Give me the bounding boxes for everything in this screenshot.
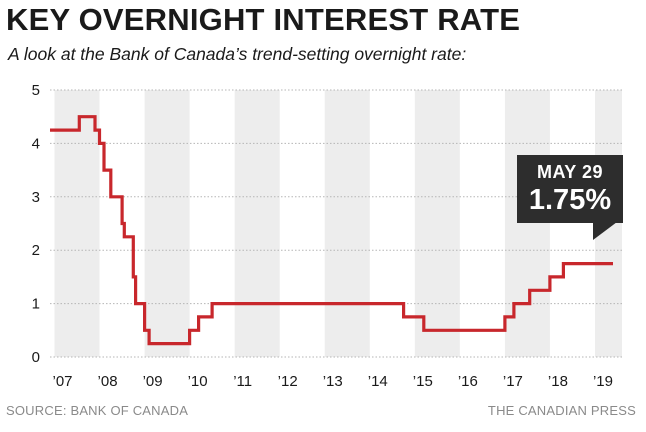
year-band (54, 90, 100, 357)
year-band (234, 90, 280, 357)
y-tick-label: 0 (32, 349, 40, 366)
x-tick-label: ’18 (548, 373, 568, 390)
x-tick-label: ’13 (323, 373, 343, 390)
credit-note: THE CANADIAN PRESS (487, 403, 636, 418)
callout-date: MAY 29 (536, 162, 604, 182)
y-axis-ticks: 0 1 2 3 4 5 (32, 82, 40, 366)
rate-series-line (50, 115, 613, 346)
chart-title: KEY OVERNIGHT INTEREST RATE (6, 2, 521, 37)
y-tick-label: 2 (32, 242, 40, 259)
callout-value: 1.75% (528, 184, 612, 216)
chart-subtitle: A look at the Bank of Canada’s trend-set… (8, 44, 467, 64)
year-band (414, 90, 460, 357)
x-tick-label: ’07 (52, 373, 72, 390)
y-tick-label: 5 (32, 82, 40, 99)
x-tick-label: ’12 (278, 373, 298, 390)
source-note: SOURCE: BANK OF CANADA (6, 403, 189, 418)
year-band (324, 90, 370, 357)
x-tick-label: ’15 (413, 373, 433, 390)
y-tick-label: 4 (32, 135, 40, 152)
x-axis-ticks: ’07 ’08 ’09 ’10 ’11 ’12 ’13 ’14 ’15 ’16 ’17 ’18 ’19 (52, 373, 613, 390)
year-bands (54, 90, 622, 357)
latest-rate-callout: MAY 29 1.75% (517, 155, 623, 223)
year-band (144, 90, 190, 357)
y-tick-label: 3 (32, 189, 40, 206)
x-tick-label: ’14 (368, 373, 388, 390)
x-tick-label: ’10 (188, 373, 208, 390)
y-tick-label: 1 (32, 296, 40, 313)
x-tick-label: ’08 (98, 373, 118, 390)
x-tick-label: ’16 (458, 373, 478, 390)
x-tick-label: ’19 (593, 373, 613, 390)
callout-pointer (593, 222, 617, 240)
x-tick-label: ’09 (143, 373, 163, 390)
x-tick-label: ’11 (233, 373, 252, 390)
x-tick-label: ’17 (503, 373, 523, 390)
